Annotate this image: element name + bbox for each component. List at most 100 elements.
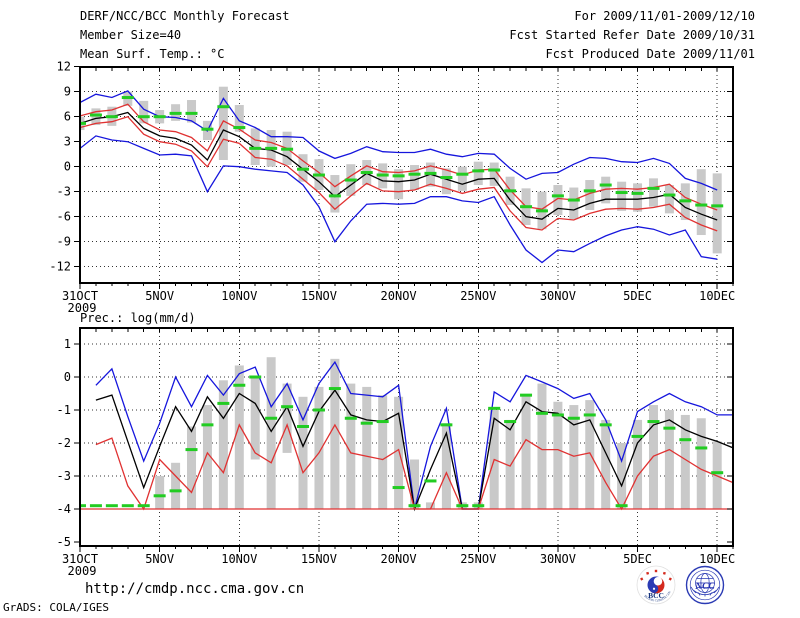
observation-dash — [89, 504, 102, 508]
x-tick-label: 10DEC — [699, 289, 735, 303]
ensemble-spread-bar — [505, 419, 515, 509]
observation-dash — [488, 168, 501, 172]
ensemble-spread-bar — [218, 86, 228, 161]
plot-area — [80, 86, 724, 264]
observation-dash — [217, 401, 230, 405]
ensemble-spread-bar — [537, 383, 547, 509]
ncc-globe-icon — [695, 573, 715, 593]
observation-dash — [615, 191, 628, 195]
ensemble-spread-bar — [712, 173, 722, 254]
observation-dash — [392, 174, 405, 178]
ensemble-spread-bar — [680, 414, 690, 509]
y-tick-label: -3 — [57, 185, 71, 199]
observation-dash — [695, 446, 708, 450]
ensemble-spread-bar — [489, 162, 499, 186]
temp-chart-title: Mean Surf. Temp.: °C — [80, 47, 225, 61]
observation-dash — [440, 176, 453, 180]
ensemble-spread-bar — [425, 502, 435, 509]
plot-frame — [79, 66, 734, 284]
observation-dash — [105, 115, 118, 119]
observation-dash — [89, 113, 102, 117]
observation-dash — [137, 115, 150, 119]
ensemble-spread-bar — [521, 395, 531, 509]
ensemble-spread-bar — [601, 176, 611, 204]
ncc-wreath-icon — [690, 586, 720, 597]
ensemble-spread-bar — [441, 423, 451, 509]
header-valid-range: For 2009/11/01-2009/12/10 — [574, 9, 755, 23]
plot-area — [80, 357, 733, 512]
observation-dash — [535, 209, 548, 213]
ensemble-spread-bar — [569, 405, 579, 509]
header-title: DERF/NCC/BCC Monthly Forecast — [80, 9, 290, 23]
axis-ticks — [74, 66, 734, 289]
observation-dash — [297, 167, 310, 171]
ensemble-spread-bar — [171, 462, 181, 509]
observation-dash — [424, 479, 437, 483]
observation-dash — [281, 405, 294, 409]
x-tick-label: 20NOV — [381, 552, 417, 566]
observation-dash — [392, 486, 405, 490]
y-tick-label: -12 — [49, 260, 71, 274]
x-tick-label: 15NOV — [301, 289, 337, 303]
y-tick-label: -3 — [57, 469, 71, 483]
observation-dash — [520, 205, 533, 209]
series-ensemble-mean — [80, 111, 718, 221]
x-tick-label: 5DEC — [623, 552, 652, 566]
observation-dash — [599, 183, 612, 187]
ensemble-spread-bar — [202, 405, 212, 509]
ensemble-spread-bar — [457, 166, 467, 191]
bcc-swirl-dot — [656, 580, 660, 583]
observation-dash — [137, 504, 150, 508]
y-tick-label: 6 — [64, 110, 71, 124]
x-tick-label: 30NOV — [540, 552, 576, 566]
y-tick-label: -4 — [57, 502, 71, 516]
ensemble-spread-bar — [696, 169, 706, 236]
observation-dash — [80, 504, 86, 508]
observation-dash — [583, 413, 596, 417]
observation-dash — [217, 105, 230, 109]
x-tick-label: 15NOV — [301, 552, 337, 566]
y-tick-label: 0 — [64, 370, 71, 384]
footer: http://cmdp.ncc.cma.gov.cn GrADS: COLA/I… — [3, 565, 725, 614]
ensemble-spread-bar — [330, 358, 340, 509]
observation-dash — [121, 504, 134, 508]
ensemble-spread-bar — [696, 418, 706, 509]
ensemble-spread-bar — [187, 426, 197, 509]
header-member-size: Member Size=40 — [80, 28, 181, 42]
prec-chart-title: Prec.: log(mm/d) — [80, 311, 196, 325]
x-tick-label: 10DEC — [699, 552, 735, 566]
ensemble-spread-bar — [617, 443, 627, 509]
observation-dash — [535, 411, 548, 415]
ensemble-spread-bar — [410, 165, 420, 191]
y-tick-label: -9 — [57, 235, 71, 249]
observation-dash — [201, 423, 214, 427]
ncc-logo: NCC — [685, 565, 725, 605]
observation-dash — [631, 191, 644, 195]
observation-dash — [711, 471, 724, 475]
observation-dash — [249, 375, 262, 379]
ensemble-spread-bar — [250, 377, 260, 460]
plot-frame — [79, 327, 734, 547]
y-tick-label: -2 — [57, 436, 71, 450]
observation-dash — [408, 504, 421, 508]
observation-dash — [249, 146, 262, 150]
x-tick-label: 5NOV — [145, 289, 174, 303]
observation-dash — [185, 111, 198, 115]
ensemble-spread-bar — [553, 401, 563, 509]
observation-dash — [567, 416, 580, 420]
ensemble-spread-bar — [346, 383, 356, 509]
precipitation-chart: 1 0 -1 -2 -3 -4 -5 31OCT 5NOV 10NOV 15NOV 20NOV 25NO… — [57, 327, 735, 578]
y-tick-label: -6 — [57, 210, 71, 224]
ensemble-spread-bar — [91, 108, 101, 126]
observation-dash — [328, 387, 341, 391]
y-tick-label: 3 — [64, 135, 71, 149]
observation-dash — [440, 423, 453, 427]
bcc-logo-label: BCC — [648, 591, 664, 600]
ensemble-spread-bar — [617, 181, 627, 211]
x-year-label: 2009 — [68, 301, 97, 315]
x-tick-label: 5NOV — [145, 552, 174, 566]
observation-dash — [551, 413, 564, 417]
observation-dash — [169, 111, 182, 115]
observation-dash — [647, 186, 660, 190]
